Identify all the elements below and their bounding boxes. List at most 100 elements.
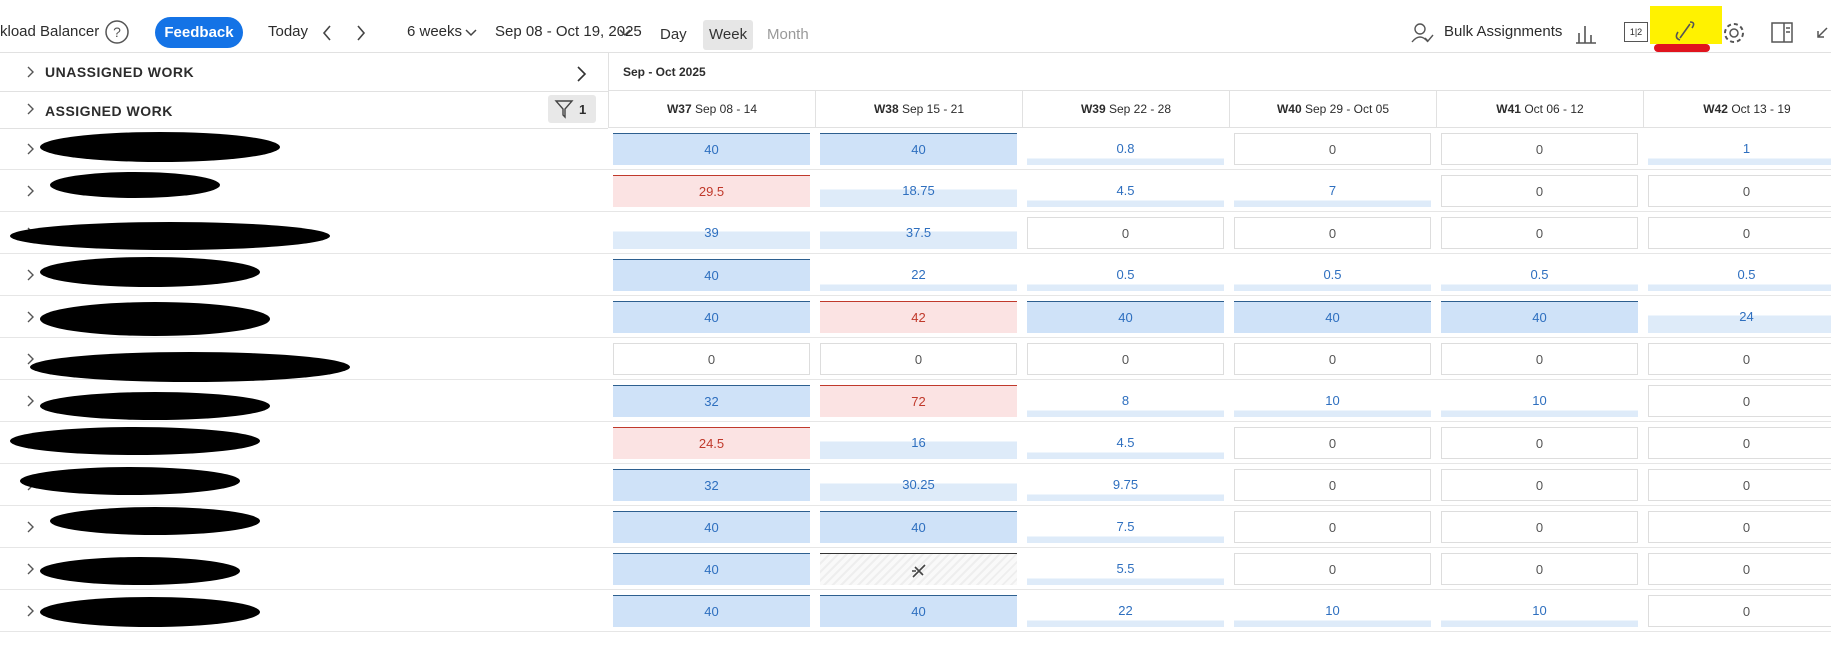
hours-cell[interactable]: 40 xyxy=(1234,301,1431,333)
settings-icon[interactable] xyxy=(1721,20,1747,46)
hours-cell[interactable]: 0 xyxy=(613,343,810,375)
hours-cell[interactable]: 40 xyxy=(613,511,810,543)
hours-cell[interactable]: 0 xyxy=(1648,175,1831,207)
hours-cell[interactable]: 0 xyxy=(1441,553,1638,585)
expand-chevron[interactable] xyxy=(26,103,36,115)
hours-cell[interactable]: 7.5 xyxy=(1027,511,1224,543)
expand-chevron[interactable] xyxy=(26,604,36,617)
expand-chevron[interactable] xyxy=(26,394,36,407)
hours-cell[interactable]: 0 xyxy=(1648,427,1831,459)
hours-cell[interactable]: 30.25 xyxy=(820,469,1017,501)
today-button[interactable]: Today xyxy=(268,23,309,40)
filter-button[interactable]: 1 xyxy=(548,95,596,123)
hours-cell[interactable]: 0.8 xyxy=(1027,133,1224,165)
hours-cell[interactable]: 0 xyxy=(1234,427,1431,459)
hours-cell[interactable]: 0.5 xyxy=(1648,259,1831,291)
hours-cell[interactable]: 0 xyxy=(1441,427,1638,459)
hours-cell[interactable]: 0 xyxy=(1027,343,1224,375)
hours-cell[interactable]: 0 xyxy=(1648,385,1831,417)
open-arrow[interactable] xyxy=(576,66,588,82)
hours-cell[interactable]: 24.5 xyxy=(613,427,810,459)
hours-cell[interactable]: 0 xyxy=(1234,343,1431,375)
hours-cell[interactable]: 22 xyxy=(820,259,1017,291)
bulk-assignments[interactable]: Bulk Assignments xyxy=(1444,23,1563,40)
hours-cell[interactable]: 32 xyxy=(613,469,810,501)
hours-cell[interactable]: 39 xyxy=(613,217,810,249)
hours-cell[interactable]: 18.75 xyxy=(820,175,1017,207)
hours-cell[interactable]: 16 xyxy=(820,427,1017,459)
hours-cell[interactable]: 0 xyxy=(1648,511,1831,543)
hours-cell[interactable]: 0 xyxy=(1648,217,1831,249)
hours-cell[interactable]: 7 xyxy=(1234,175,1431,207)
hours-cell[interactable]: 22 xyxy=(1027,595,1224,627)
hours-cell[interactable]: 8 xyxy=(1027,385,1224,417)
hours-cell[interactable]: 37.5 xyxy=(820,217,1017,249)
assigned-row[interactable]: ASSIGNED WORK 1 xyxy=(0,91,608,129)
expand-chevron[interactable] xyxy=(26,66,36,78)
hours-cell[interactable]: 40 xyxy=(820,133,1017,165)
hours-cell[interactable]: 0 xyxy=(1648,553,1831,585)
expand-chevron[interactable] xyxy=(26,184,36,197)
hours-cell[interactable]: 40 xyxy=(820,595,1017,627)
hours-cell[interactable]: 29.5 xyxy=(613,175,810,207)
hours-cell[interactable]: 40 xyxy=(613,553,810,585)
hours-cell[interactable]: 0 xyxy=(1234,553,1431,585)
hours-cell[interactable]: 1 xyxy=(1648,133,1831,165)
view-option[interactable]: Week xyxy=(703,20,754,50)
hours-cell[interactable]: 0 xyxy=(1234,133,1431,165)
date-range[interactable]: Sep 08 - Oct 19, 2025 xyxy=(495,23,642,40)
hours-cell[interactable]: 9.75 xyxy=(1027,469,1224,501)
panel-icon[interactable] xyxy=(1770,21,1794,45)
range-select[interactable]: 6 weeks xyxy=(407,23,463,40)
hours-cell[interactable]: 0 xyxy=(1648,343,1831,375)
unassigned-row[interactable]: UNASSIGNED WORK xyxy=(0,52,608,92)
hours-cell[interactable]: 40 xyxy=(820,511,1017,543)
layout-icon[interactable]: 1|2 xyxy=(1624,22,1648,42)
expand-chevron[interactable] xyxy=(26,142,36,155)
hours-cell[interactable]: 0.5 xyxy=(1234,259,1431,291)
hours-cell[interactable]: 40 xyxy=(613,259,810,291)
chart-icon[interactable] xyxy=(1574,21,1598,45)
hours-cell[interactable]: 40 xyxy=(1441,301,1638,333)
hours-cell[interactable]: 0 xyxy=(1234,511,1431,543)
hours-cell[interactable]: 24 xyxy=(1648,301,1831,333)
hours-cell[interactable]: 0 xyxy=(1234,469,1431,501)
hours-cell[interactable]: 4.5 xyxy=(1027,427,1224,459)
hours-cell[interactable]: 0.5 xyxy=(1027,259,1224,291)
hours-cell[interactable]: 0 xyxy=(1441,217,1638,249)
help-icon[interactable]: ? xyxy=(104,19,130,45)
hours-cell[interactable]: 0 xyxy=(1234,217,1431,249)
expand-chevron[interactable] xyxy=(26,268,36,281)
collapse-icon[interactable] xyxy=(1815,26,1831,44)
hours-cell[interactable]: 40 xyxy=(613,133,810,165)
hours-cell[interactable]: 10 xyxy=(1441,595,1638,627)
hours-cell[interactable]: 0 xyxy=(820,343,1017,375)
hours-cell[interactable]: 10 xyxy=(1234,385,1431,417)
hours-cell[interactable]: 0 xyxy=(1441,343,1638,375)
hours-cell[interactable]: 5.5 xyxy=(1027,553,1224,585)
hours-cell[interactable]: 0.5 xyxy=(1441,259,1638,291)
view-option[interactable]: Month xyxy=(767,26,809,43)
expand-chevron[interactable] xyxy=(26,352,36,365)
hours-cell[interactable]: 42 xyxy=(820,301,1017,333)
feedback-button[interactable]: Feedback xyxy=(155,17,243,48)
hours-cell[interactable]: 0 xyxy=(1441,469,1638,501)
hours-cell[interactable]: 0 xyxy=(1027,217,1224,249)
expand-chevron[interactable] xyxy=(26,520,36,533)
hours-cell[interactable]: 4.5 xyxy=(1027,175,1224,207)
hours-cell[interactable]: 40 xyxy=(613,301,810,333)
view-option[interactable]: Day xyxy=(660,26,687,43)
link-icon[interactable] xyxy=(1672,18,1700,44)
hours-cell[interactable]: 0 xyxy=(1441,133,1638,165)
expand-chevron[interactable] xyxy=(26,310,36,323)
hours-cell[interactable]: 40 xyxy=(1027,301,1224,333)
hours-cell[interactable]: 0 xyxy=(1441,175,1638,207)
nav-arrows[interactable] xyxy=(320,24,370,42)
hours-cell[interactable]: 72 xyxy=(820,385,1017,417)
hours-cell[interactable]: 40 xyxy=(613,595,810,627)
expand-chevron[interactable] xyxy=(26,562,36,575)
hours-cell[interactable]: 0 xyxy=(1441,511,1638,543)
hours-cell[interactable]: 0 xyxy=(1648,595,1831,627)
hours-cell[interactable]: 32 xyxy=(613,385,810,417)
hours-cell[interactable]: 10 xyxy=(1234,595,1431,627)
